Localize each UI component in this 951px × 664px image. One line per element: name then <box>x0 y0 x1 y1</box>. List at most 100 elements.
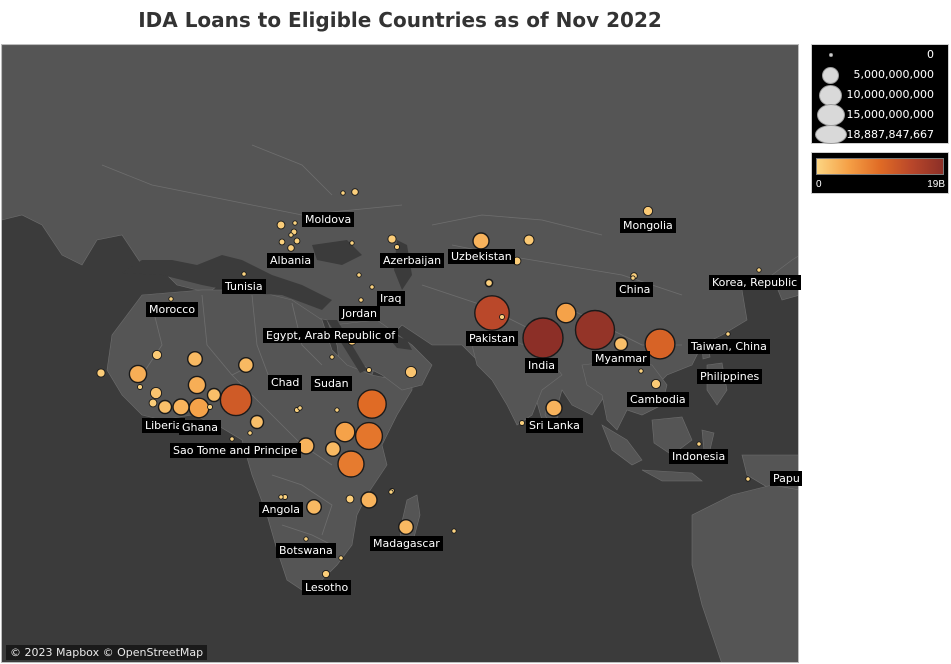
country-bubble[interactable] <box>229 436 235 442</box>
bubble-layer[interactable] <box>96 188 762 579</box>
country-bubble[interactable] <box>188 397 210 419</box>
country-bubble[interactable] <box>338 555 344 561</box>
country-bubble[interactable] <box>388 489 394 495</box>
country-bubble[interactable] <box>356 272 362 278</box>
country-bubble[interactable] <box>306 499 323 516</box>
country-bubble[interactable] <box>278 494 284 500</box>
country-label[interactable]: Philippines <box>697 369 763 384</box>
country-bubble[interactable] <box>404 365 418 379</box>
country-bubble[interactable] <box>151 349 163 361</box>
country-bubble[interactable] <box>387 234 397 244</box>
country-bubble[interactable] <box>644 328 676 360</box>
country-label[interactable]: Jordan <box>339 306 380 321</box>
country-label[interactable]: Egypt, Arab Republic of <box>263 328 399 343</box>
country-bubble[interactable] <box>278 238 286 246</box>
country-label[interactable]: India <box>525 358 558 373</box>
country-bubble[interactable] <box>297 405 303 411</box>
country-label[interactable]: Pakistan <box>466 331 519 346</box>
country-label[interactable]: Chad <box>268 375 303 390</box>
map-view[interactable]: © 2023 Mapbox © OpenStreetMap <box>1 44 799 663</box>
country-bubble[interactable] <box>398 519 415 536</box>
country-bubble[interactable] <box>360 491 378 509</box>
country-label[interactable]: Mongolia <box>620 218 676 233</box>
country-bubble[interactable] <box>340 190 346 196</box>
country-bubble[interactable] <box>522 317 564 359</box>
country-label[interactable]: Sudan <box>311 376 352 391</box>
country-label[interactable]: Iraq <box>377 291 405 306</box>
country-label[interactable]: Liberia <box>142 418 186 433</box>
country-label[interactable]: Sri Lanka <box>526 418 583 433</box>
country-bubble[interactable] <box>149 386 163 400</box>
country-bubble[interactable] <box>137 384 143 390</box>
country-bubble[interactable] <box>745 476 751 482</box>
country-bubble[interactable] <box>485 279 493 287</box>
country-bubble[interactable] <box>172 398 190 416</box>
country-bubble[interactable] <box>287 244 295 252</box>
country-bubble[interactable] <box>128 364 148 384</box>
country-label[interactable]: Taiwan, China <box>688 339 770 354</box>
country-bubble[interactable] <box>186 351 203 368</box>
country-bubble[interactable] <box>276 220 286 230</box>
country-bubble[interactable] <box>351 188 359 196</box>
country-bubble[interactable] <box>474 295 510 331</box>
country-label[interactable]: Madagascar <box>370 536 443 551</box>
country-bubble[interactable] <box>472 232 490 250</box>
country-label[interactable]: Morocco <box>146 302 199 317</box>
country-label[interactable]: Korea, Republic of <box>709 275 801 290</box>
country-bubble[interactable] <box>519 420 525 426</box>
country-bubble[interactable] <box>354 421 384 451</box>
country-bubble[interactable] <box>292 220 298 226</box>
country-label[interactable]: Uzbekistan <box>448 249 515 264</box>
country-bubble[interactable] <box>187 375 207 395</box>
country-bubble[interactable] <box>219 383 253 417</box>
country-bubble[interactable] <box>303 536 309 542</box>
country-bubble[interactable] <box>241 271 247 277</box>
country-bubble[interactable] <box>574 309 616 351</box>
country-label[interactable]: Azerbaijan <box>380 253 445 268</box>
country-bubble[interactable] <box>394 244 400 250</box>
country-bubble[interactable] <box>247 430 253 436</box>
country-bubble[interactable] <box>207 404 213 410</box>
country-bubble[interactable] <box>756 267 762 273</box>
country-bubble[interactable] <box>329 354 335 360</box>
map-canvas[interactable] <box>2 45 799 663</box>
country-label[interactable]: Indonesia <box>669 449 729 464</box>
country-bubble[interactable] <box>638 368 644 374</box>
map-attribution[interactable]: © 2023 Mapbox © OpenStreetMap <box>6 645 208 660</box>
country-bubble[interactable] <box>642 205 654 217</box>
country-bubble[interactable] <box>96 368 106 378</box>
country-bubble[interactable] <box>613 336 629 352</box>
country-bubble[interactable] <box>349 240 355 246</box>
country-bubble[interactable] <box>334 421 356 443</box>
country-label[interactable]: Tunisia <box>222 279 266 294</box>
country-bubble[interactable] <box>334 407 340 413</box>
country-bubble[interactable] <box>168 296 174 302</box>
country-bubble[interactable] <box>499 314 505 320</box>
country-bubble[interactable] <box>206 387 222 403</box>
country-bubble[interactable] <box>366 367 372 373</box>
country-bubble[interactable] <box>369 284 375 290</box>
country-bubble[interactable] <box>725 331 731 337</box>
country-bubble[interactable] <box>357 389 387 419</box>
country-bubble[interactable] <box>451 528 457 534</box>
country-bubble[interactable] <box>325 441 342 458</box>
country-bubble[interactable] <box>345 494 355 504</box>
country-label[interactable]: Moldova <box>302 212 355 227</box>
country-bubble[interactable] <box>545 399 563 417</box>
country-bubble[interactable] <box>630 275 636 281</box>
country-bubble[interactable] <box>148 398 158 408</box>
country-bubble[interactable] <box>337 450 365 478</box>
country-bubble[interactable] <box>157 399 173 415</box>
country-label[interactable]: Lesotho <box>302 580 352 595</box>
country-bubble[interactable] <box>358 297 364 303</box>
country-bubble[interactable] <box>249 414 265 430</box>
country-bubble[interactable] <box>288 232 294 238</box>
country-label[interactable]: Angola <box>259 502 304 517</box>
country-label[interactable]: China <box>616 282 654 297</box>
country-bubble[interactable] <box>237 357 254 374</box>
country-bubble[interactable] <box>696 441 702 447</box>
country-bubble[interactable] <box>321 569 331 579</box>
country-bubble[interactable] <box>523 234 535 246</box>
country-bubble[interactable] <box>293 237 301 245</box>
country-label[interactable]: Botswana <box>276 543 336 558</box>
